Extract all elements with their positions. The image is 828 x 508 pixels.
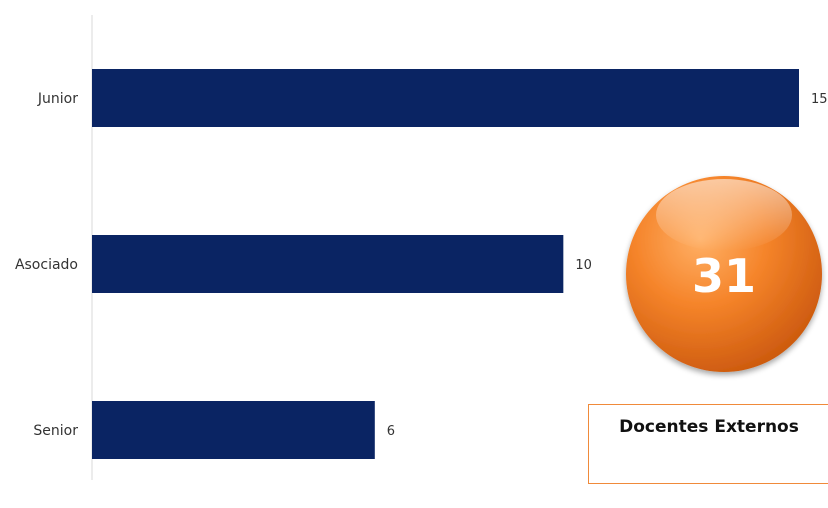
badge-shine [656,179,792,251]
value-label-junior: 15 [811,92,828,107]
bar-junior [92,69,799,127]
caption-box: Docentes Externos [588,404,828,484]
bar-asociado [92,235,564,293]
value-label-asociado: 10 [575,258,592,273]
category-label-senior: Senior [33,423,78,439]
value-label-senior: 6 [387,424,395,439]
total-badge [626,176,822,372]
bar-senior [92,401,375,459]
caption-label: Docentes Externos [619,417,799,437]
category-label-asociado: Asociado [15,257,78,273]
badge-value: 31 [692,249,756,303]
category-label-junior: Junior [37,91,78,107]
